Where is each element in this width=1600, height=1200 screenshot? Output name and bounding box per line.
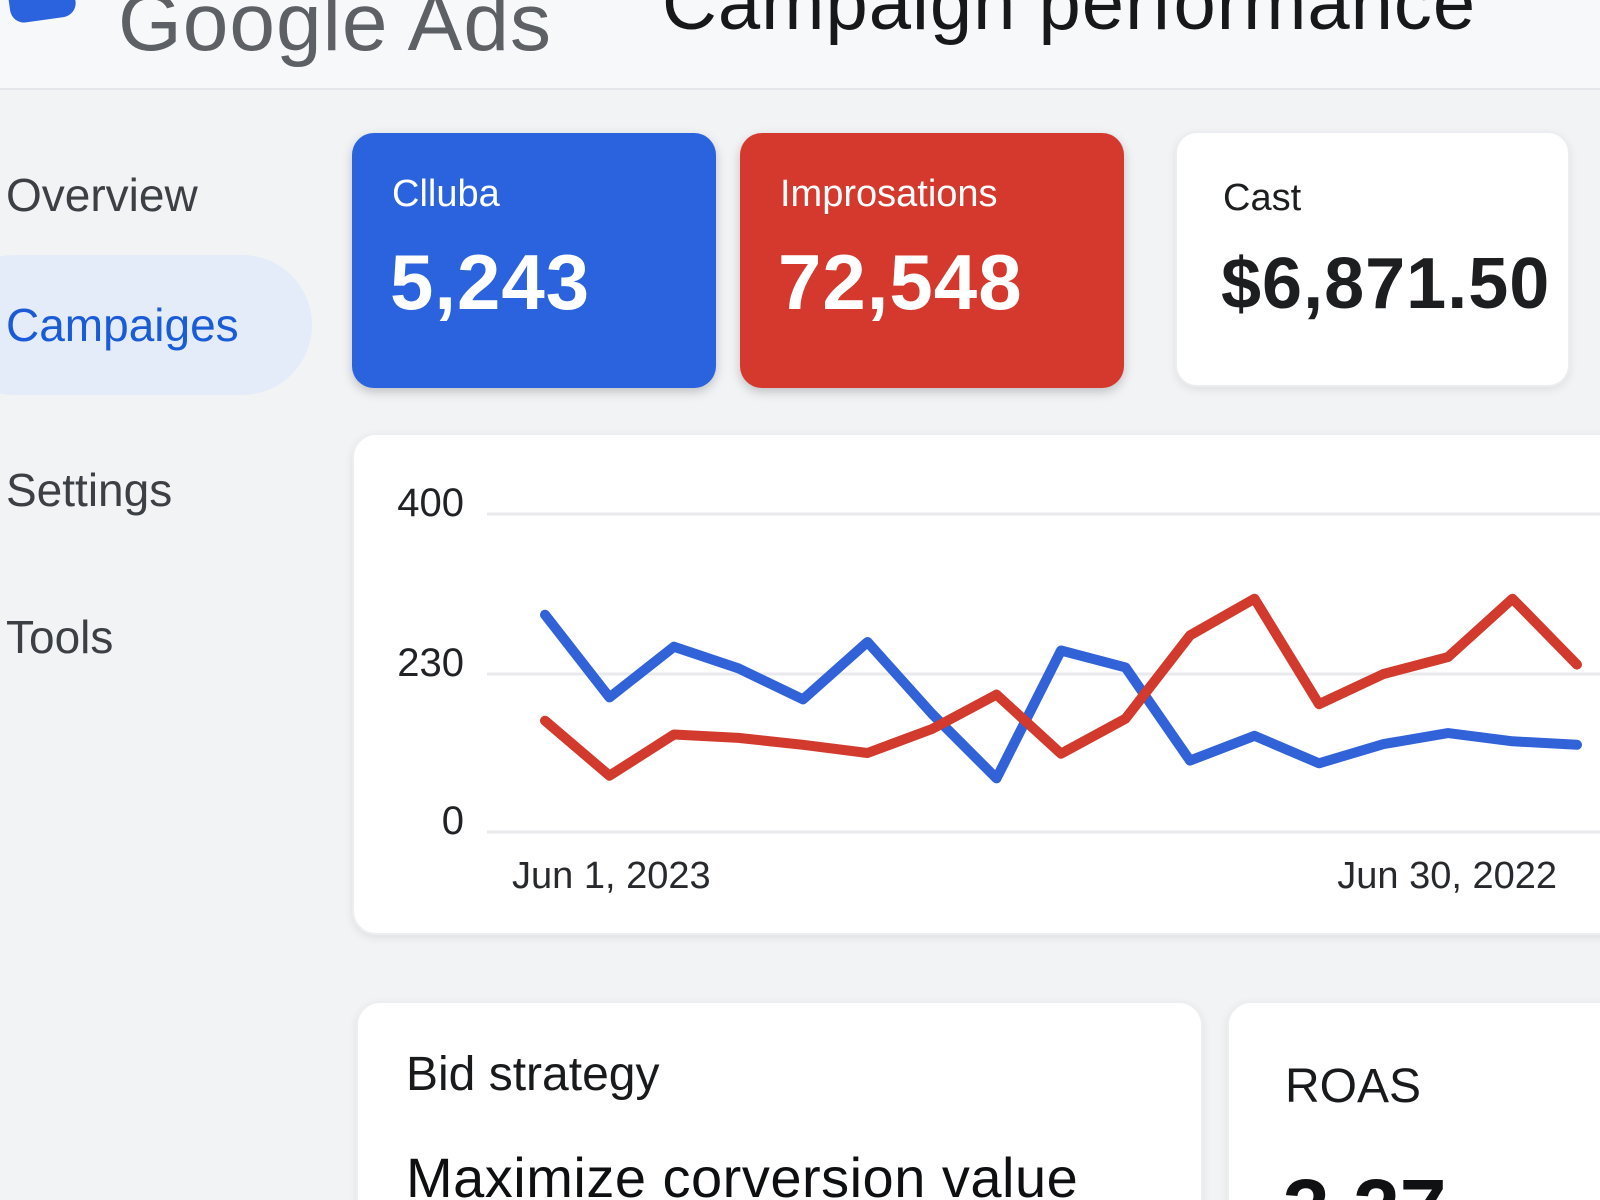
sidebar-item-campaiges-label: Campaiges <box>6 299 239 351</box>
series-line-blue <box>540 609 1582 784</box>
x-axis-label-end: Jun 30, 2022 <box>1337 855 1557 897</box>
stat-card-clicks[interactable]: Clluba 5,243 <box>352 133 716 388</box>
stat-value: 72,548 <box>778 238 1023 326</box>
roas-card: ROAS 3.27 <box>1227 1001 1600 1200</box>
y-axis-tick: 230 <box>397 641 464 685</box>
roas-value: 3.27 <box>1283 1161 1447 1200</box>
sidebar-item-overview[interactable]: Overview <box>6 169 198 221</box>
y-axis-tick: 0 <box>441 799 464 843</box>
sidebar-item-campaiges[interactable]: Campaiges <box>0 255 312 395</box>
sidebar-item-tools[interactable]: Tools <box>6 611 114 663</box>
brand-name: Google Ads <box>118 0 552 68</box>
stat-card-impressions[interactable]: Improsations 72,548 <box>740 133 1124 388</box>
bid-strategy-title: Bid strategy <box>406 1048 660 1101</box>
chart-canvas <box>487 512 1600 834</box>
stat-value: 5,243 <box>390 238 591 326</box>
google-ads-logo-icon[interactable] <box>4 0 78 25</box>
stat-value: $6,871.50 <box>1221 244 1551 324</box>
sidebar-item-settings[interactable]: Settings <box>6 464 173 516</box>
y-axis-tick: 400 <box>397 481 464 525</box>
stat-label: Cast <box>1223 177 1302 219</box>
bid-strategy-card: Bid strategy Maximize corversion value <box>356 1001 1203 1200</box>
stat-card-cost[interactable]: Cast $6,871.50 <box>1175 131 1570 387</box>
roas-title: ROAS <box>1285 1060 1422 1113</box>
chart-card: Jun 1, 2023 Jun 30, 2022 0 230 400 <box>352 433 1600 935</box>
app-header: Google Ads Campaign performance <box>0 0 1600 90</box>
page-title: Campaign performance <box>662 0 1477 46</box>
bid-strategy-value: Maximize corversion value <box>406 1146 1079 1200</box>
series-line-red <box>540 593 1582 781</box>
stat-label: Clluba <box>392 173 500 215</box>
stat-label: Improsations <box>780 173 998 215</box>
x-axis-label-start: Jun 1, 2023 <box>512 855 711 897</box>
